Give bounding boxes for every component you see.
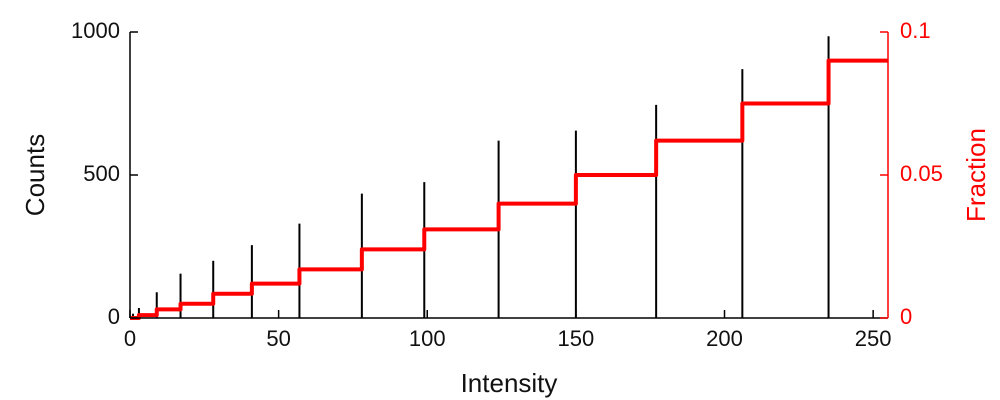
x-tick-label: 0 [124, 326, 136, 351]
x-tick-label: 150 [558, 326, 595, 351]
left-tick-label: 500 [83, 161, 120, 186]
right-tick-label: 0 [900, 304, 912, 329]
x-tick-label: 100 [409, 326, 446, 351]
plot-elements: 0 500 1000 0 0.05 0.1 0 50 100 150 200 250 Intensity… [20, 18, 991, 398]
y-axis-title-right: Fraction [961, 128, 991, 222]
right-tick-label: 0.1 [900, 18, 931, 43]
right-tick-label: 0.05 [900, 161, 943, 186]
y-axis-title-left: Counts [20, 134, 50, 216]
x-tick-label: 200 [706, 326, 743, 351]
x-tick-label: 250 [855, 326, 892, 351]
x-tick-label: 50 [266, 326, 290, 351]
left-tick-label: 0 [108, 304, 120, 329]
left-tick-label: 1000 [71, 18, 120, 43]
step-line [130, 58, 888, 320]
x-axis-title: Intensity [461, 368, 558, 398]
